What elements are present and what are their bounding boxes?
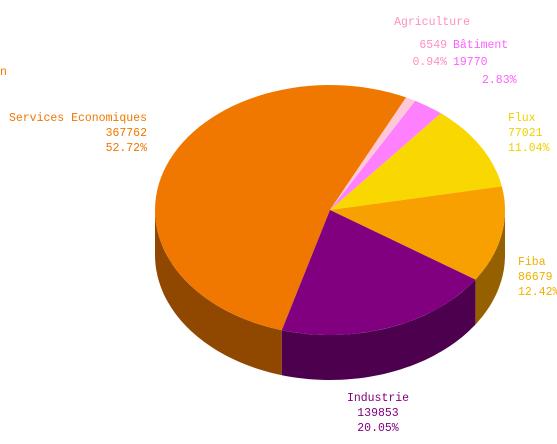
slice-value: 77021	[508, 127, 543, 140]
slice-percent: 52.72%	[106, 142, 148, 155]
slice-label: Agriculture	[394, 16, 470, 29]
slice-percent: 0.94%	[412, 56, 447, 69]
slice	[330, 113, 502, 210]
slice-value: 19770	[453, 56, 488, 69]
slice-percent: 11.04%	[508, 142, 550, 155]
slice-value: 6549	[419, 39, 447, 52]
slice	[330, 97, 416, 210]
slice	[330, 100, 441, 210]
slice-value: 139853	[357, 407, 399, 420]
slice	[281, 210, 476, 335]
slice	[155, 85, 407, 331]
annotation: n	[0, 66, 7, 79]
slice-label: Services Economiques	[9, 112, 147, 125]
slice-label: Flux	[508, 112, 536, 125]
slice-percent: 12.42%	[518, 286, 557, 299]
slice	[330, 186, 505, 280]
slice-value: 367762	[106, 127, 148, 140]
slice-percent: 20.05%	[357, 422, 399, 435]
slice-label: Fiba	[518, 256, 546, 269]
slice-side	[475, 210, 505, 325]
slice-label: Bâtiment	[453, 39, 508, 52]
slice-percent: 2.83%	[482, 74, 517, 87]
slice-value: 86679	[518, 271, 553, 284]
slice-side	[155, 210, 282, 376]
slice-label: Industrie	[347, 392, 409, 405]
slice-side	[281, 279, 476, 380]
